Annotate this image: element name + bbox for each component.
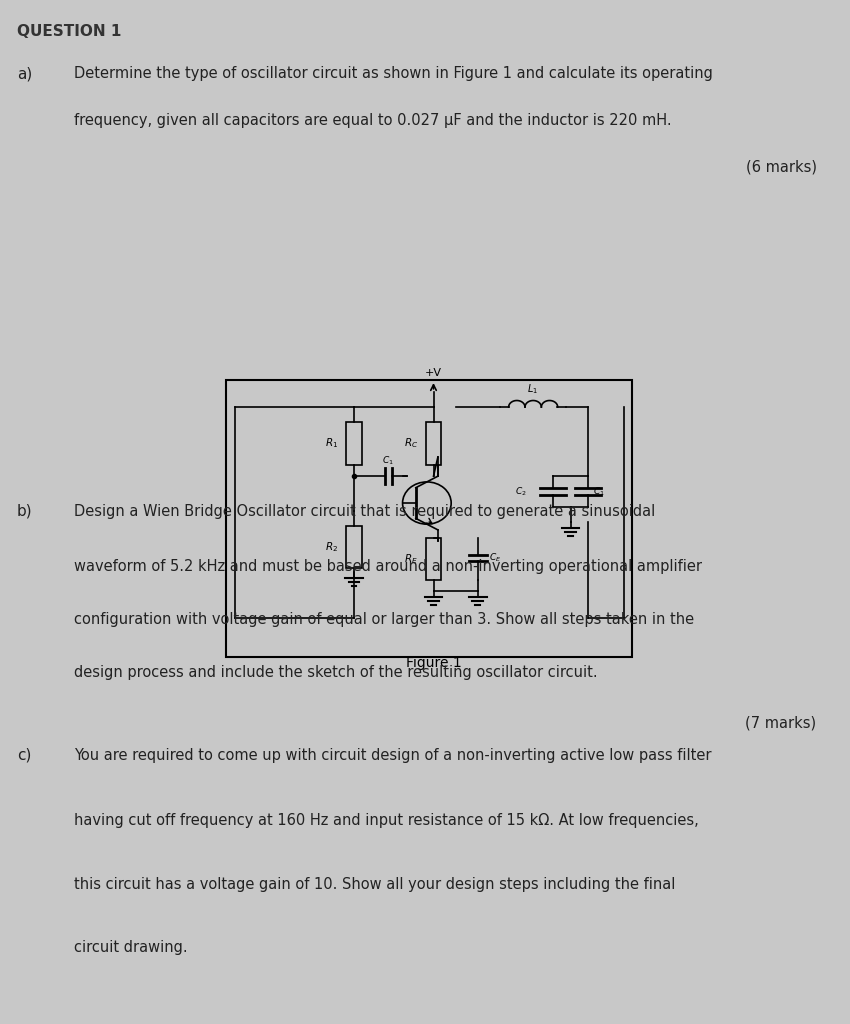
- Text: +V: +V: [425, 369, 442, 378]
- Text: having cut off frequency at 160 Hz and input resistance of 15 kΩ. At low frequen: having cut off frequency at 160 Hz and i…: [75, 813, 700, 828]
- Text: C$_1$: C$_1$: [382, 454, 394, 467]
- Text: waveform of 5.2 kHz and must be based around a non-inverting operational amplifi: waveform of 5.2 kHz and must be based ar…: [75, 559, 702, 573]
- Text: C$_E$: C$_E$: [489, 552, 501, 564]
- Text: configuration with voltage gain of equal or larger than 3. Show all steps taken : configuration with voltage gain of equal…: [75, 612, 694, 627]
- Bar: [426, 538, 441, 580]
- Text: Figure 1: Figure 1: [405, 656, 462, 670]
- Text: R$_2$: R$_2$: [326, 541, 338, 554]
- Bar: [346, 422, 362, 465]
- Bar: [346, 526, 362, 568]
- Text: Design a Wien Bridge Oscillator circuit that is required to generate a sinusoida: Design a Wien Bridge Oscillator circuit …: [75, 504, 655, 518]
- Text: R$_E$: R$_E$: [404, 552, 418, 565]
- Text: b): b): [17, 504, 32, 518]
- Text: (7 marks): (7 marks): [745, 716, 817, 730]
- Text: You are required to come up with circuit design of a non-inverting active low pa: You are required to come up with circuit…: [75, 748, 712, 763]
- Text: L$_1$: L$_1$: [527, 382, 539, 395]
- Text: frequency, given all capacitors are equal to 0.027 μF and the inductor is 220 mH: frequency, given all capacitors are equa…: [75, 113, 672, 128]
- Text: c): c): [17, 748, 31, 763]
- Text: Determine the type of oscillator circuit as shown in Figure 1 and calculate its : Determine the type of oscillator circuit…: [75, 67, 713, 81]
- Text: C$_2$: C$_2$: [514, 485, 526, 498]
- Text: (6 marks): (6 marks): [745, 160, 817, 174]
- Text: QUESTION 1: QUESTION 1: [17, 25, 121, 39]
- Text: this circuit has a voltage gain of 10. Show all your design steps including the : this circuit has a voltage gain of 10. S…: [75, 877, 676, 892]
- Text: R$_C$: R$_C$: [404, 436, 418, 451]
- Bar: [426, 422, 441, 465]
- Text: design process and include the sketch of the resulting oscillator circuit.: design process and include the sketch of…: [75, 665, 598, 680]
- Text: a): a): [17, 67, 32, 81]
- Text: circuit drawing.: circuit drawing.: [75, 940, 188, 954]
- Text: C$_1$: C$_1$: [592, 485, 604, 498]
- Text: R$_1$: R$_1$: [326, 436, 338, 451]
